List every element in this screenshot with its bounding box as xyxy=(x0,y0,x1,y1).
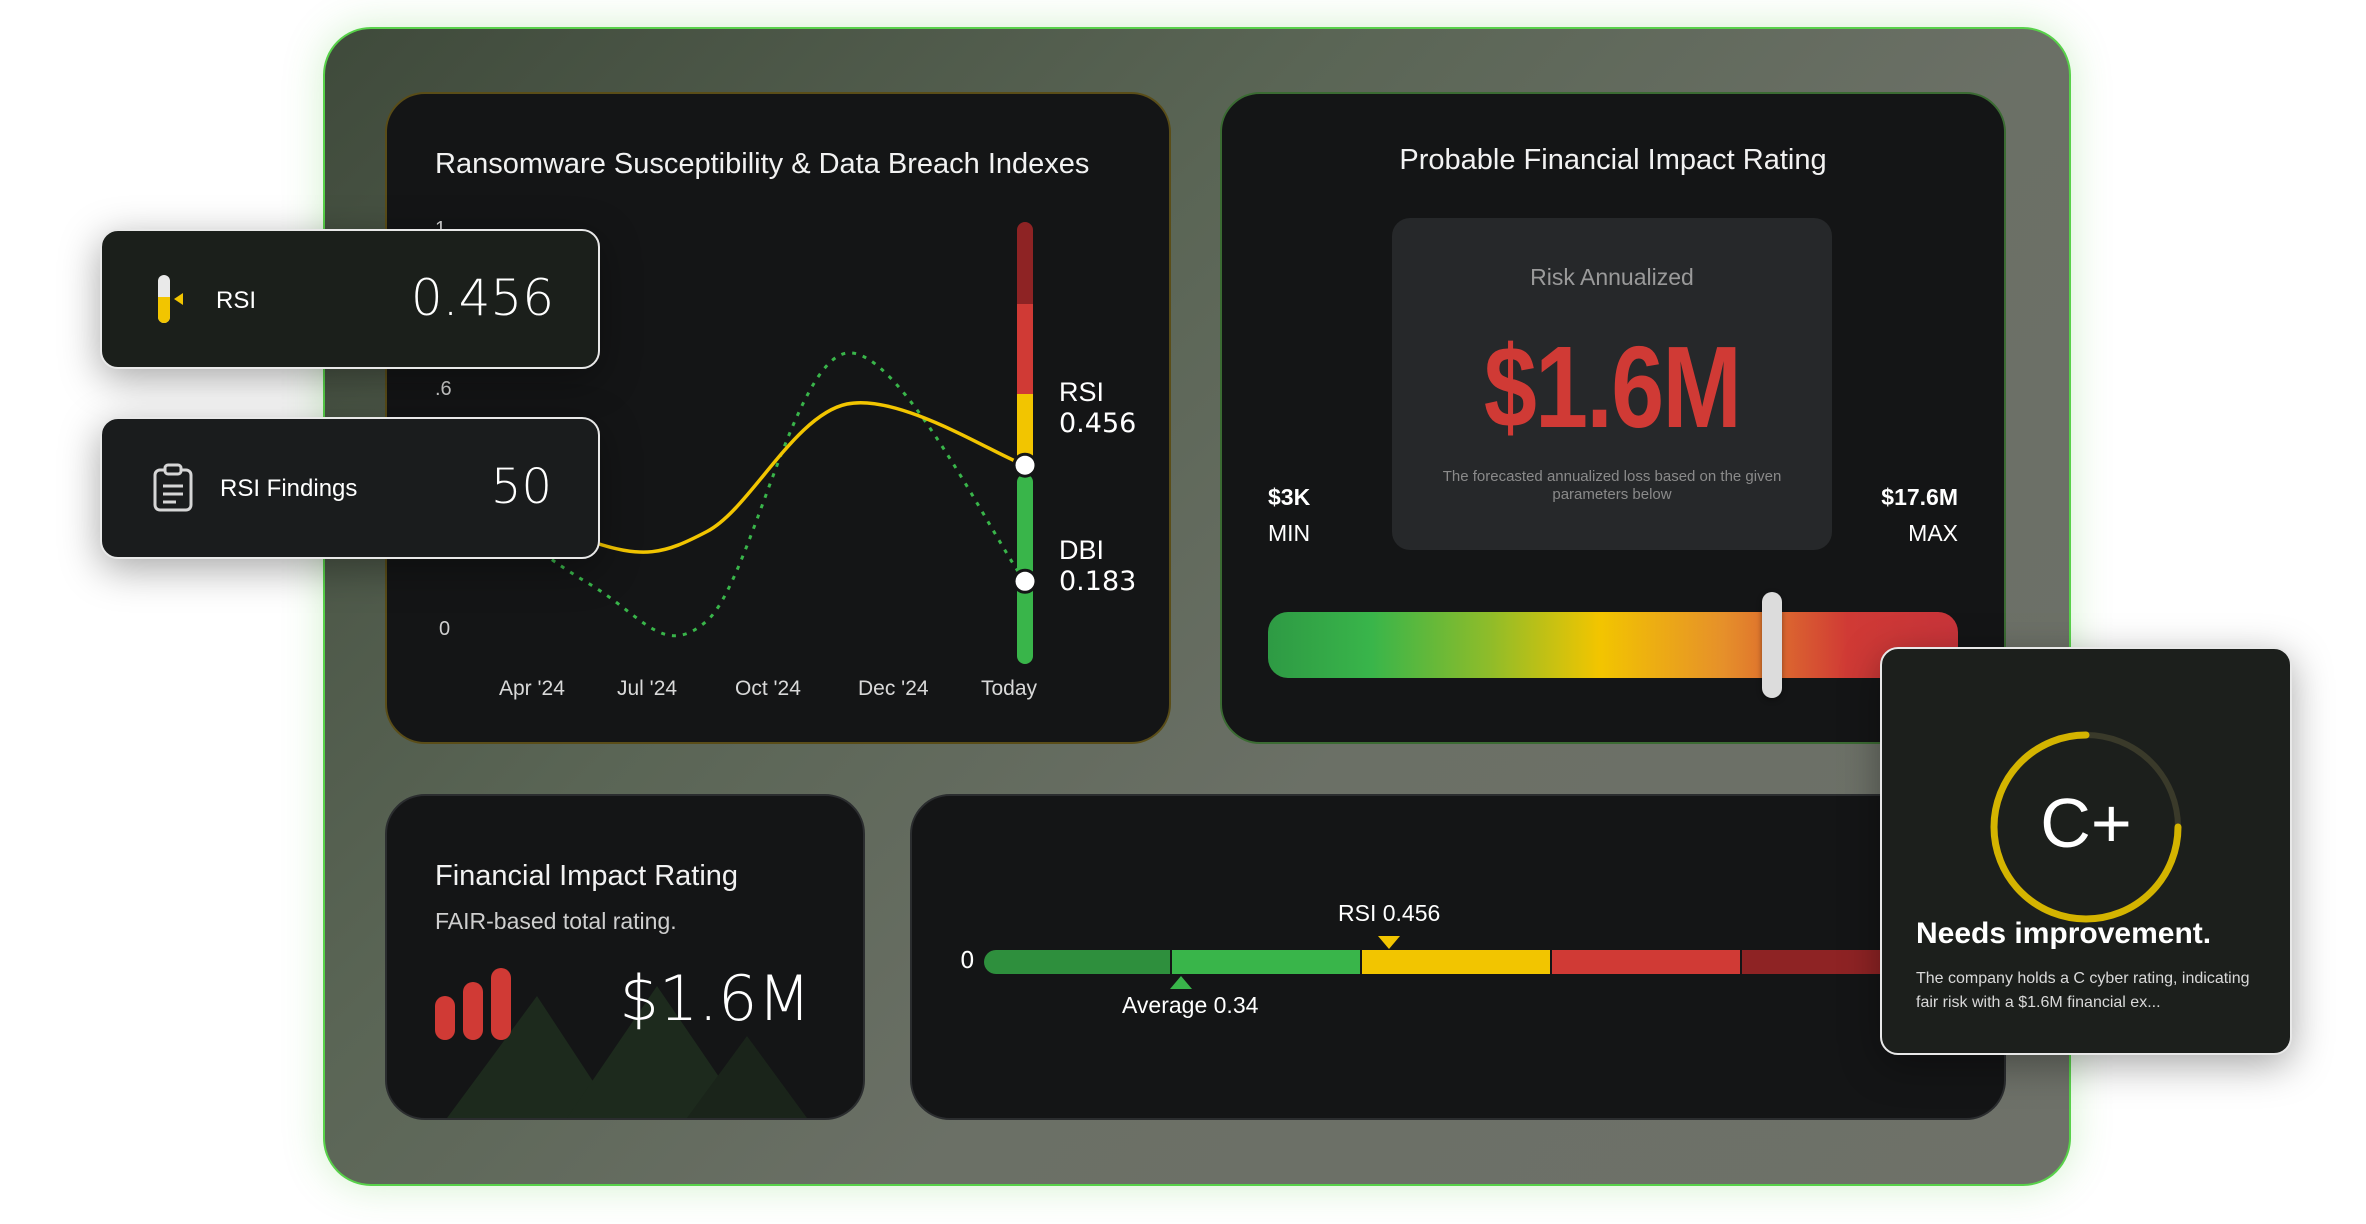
min-value: $3K xyxy=(1268,484,1311,510)
rsi-findings-card[interactable]: RSI Findings 50 xyxy=(100,417,600,559)
rsi-current-point[interactable] xyxy=(1012,452,1038,478)
grade-headline: Needs improvement. xyxy=(1916,917,2212,950)
risk-annualized-label: Risk Annualized xyxy=(1530,264,1694,290)
rating-amount: $1.6M xyxy=(619,962,811,1035)
impact-title: Probable Financial Impact Rating xyxy=(1399,144,1827,176)
chart-title: Ransomware Susceptibility & Data Breach … xyxy=(435,148,1090,180)
rsi-summary-card[interactable]: RSI 0.456 xyxy=(100,229,600,369)
dbi-label-text: DBI xyxy=(1059,535,1105,565)
average-marker-label: Average 0.34 xyxy=(1122,992,1259,1018)
risk-scale-bar xyxy=(1017,222,1033,664)
financial-impact-panel: Probable Financial Impact Rating Risk An… xyxy=(1220,92,2006,744)
scale-zero-label: 0 xyxy=(960,948,975,974)
financial-rating-panel: Financial Impact Rating FAIR-based total… xyxy=(385,794,865,1120)
impact-slider-handle[interactable] xyxy=(1761,592,1782,698)
risk-annualized-box: Risk Annualized $1.6M The forecasted ann… xyxy=(1392,218,1832,550)
rsi-scale-panel: 0 RSI 0.456 Average 0.34 xyxy=(910,794,2006,1120)
rsi-label-value: 0.456 xyxy=(1059,408,1137,439)
mountain-decoration xyxy=(447,986,807,1118)
rating-title: Financial Impact Rating xyxy=(435,860,739,892)
grade-description: The company holds a C cyber rating, indi… xyxy=(1916,970,2250,1011)
bar-chart-icon xyxy=(435,968,515,1040)
thermometer-pointer-icon xyxy=(174,293,183,305)
max-value: $17.6M xyxy=(1881,484,1958,510)
x-tick-jul: Jul '24 xyxy=(617,677,678,700)
risk-annualized-amount: $1.6M xyxy=(1483,322,1742,452)
y-tick-06: .6 xyxy=(435,378,452,400)
scale-bar xyxy=(984,950,2004,974)
max-label: MAX xyxy=(1908,520,1958,546)
findings-card-value: 50 xyxy=(490,459,552,515)
thermometer-icon xyxy=(158,275,170,323)
findings-card-label: RSI Findings xyxy=(220,475,358,502)
rating-subtitle: FAIR-based total rating. xyxy=(435,908,677,934)
impact-gradient-bar xyxy=(1268,612,1958,678)
x-tick-dec: Dec '24 xyxy=(858,677,929,700)
x-tick-apr: Apr '24 xyxy=(499,677,565,700)
rsi-card-label: RSI xyxy=(216,287,257,314)
grade-value: C+ xyxy=(2040,784,2132,862)
rsi-marker-label: RSI 0.456 xyxy=(1338,900,1441,926)
rsi-label-text: RSI xyxy=(1059,377,1105,407)
average-marker-arrow xyxy=(1170,976,1192,989)
min-label: MIN xyxy=(1268,520,1311,546)
rsi-marker-arrow xyxy=(1378,936,1400,949)
y-tick-0: 0 xyxy=(439,618,451,640)
dbi-series-label: DBI 0.183 xyxy=(1059,534,1136,598)
dbi-current-point[interactable] xyxy=(1012,568,1038,594)
cyber-grade-card[interactable]: C+ Needs improvement. The company holds … xyxy=(1880,647,2292,1055)
grade-ring xyxy=(1990,731,2182,923)
dbi-label-value: 0.183 xyxy=(1059,566,1137,597)
x-tick-oct: Oct '24 xyxy=(735,677,801,700)
risk-annualized-description: The forecasted annualized loss based on … xyxy=(1442,468,1782,503)
rsi-series-label: RSI 0.456 xyxy=(1059,376,1136,440)
rsi-card-value: 0.456 xyxy=(410,269,554,327)
clipboard-icon xyxy=(153,463,193,512)
x-tick-today: Today xyxy=(981,677,1038,700)
